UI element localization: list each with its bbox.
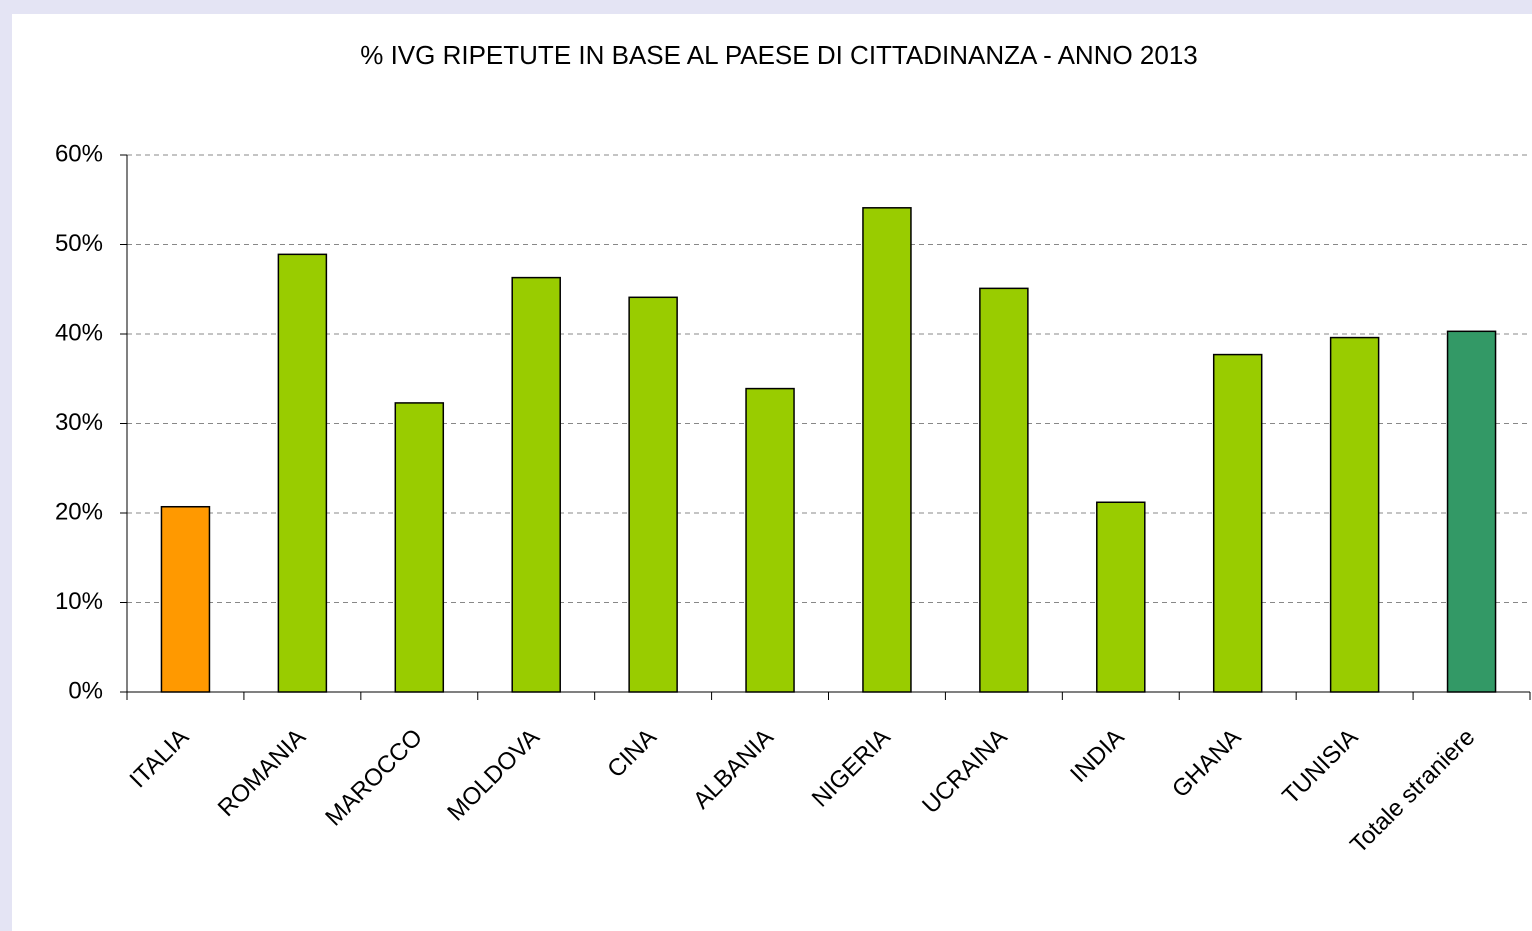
y-tick-label: 60% xyxy=(55,140,103,167)
y-tick-label: 10% xyxy=(55,588,103,615)
bar xyxy=(394,402,445,693)
bar xyxy=(1329,336,1380,693)
bar xyxy=(1446,330,1497,693)
chart-title: % IVG RIPETUTE IN BASE AL PAESE DI CITTA… xyxy=(360,40,1198,70)
y-tick-label: 0% xyxy=(68,677,103,704)
y-tick-label: 50% xyxy=(55,230,103,257)
bar xyxy=(277,253,328,693)
bar xyxy=(1096,501,1146,693)
bar xyxy=(511,276,561,693)
bar xyxy=(628,296,678,693)
bar xyxy=(1212,353,1263,693)
bar xyxy=(862,207,912,693)
y-tick-label: 20% xyxy=(55,498,103,525)
bar xyxy=(745,387,795,693)
y-tick-label: 30% xyxy=(55,409,103,436)
y-tick-label: 40% xyxy=(55,319,103,346)
bar xyxy=(160,505,211,693)
bar xyxy=(979,287,1029,693)
